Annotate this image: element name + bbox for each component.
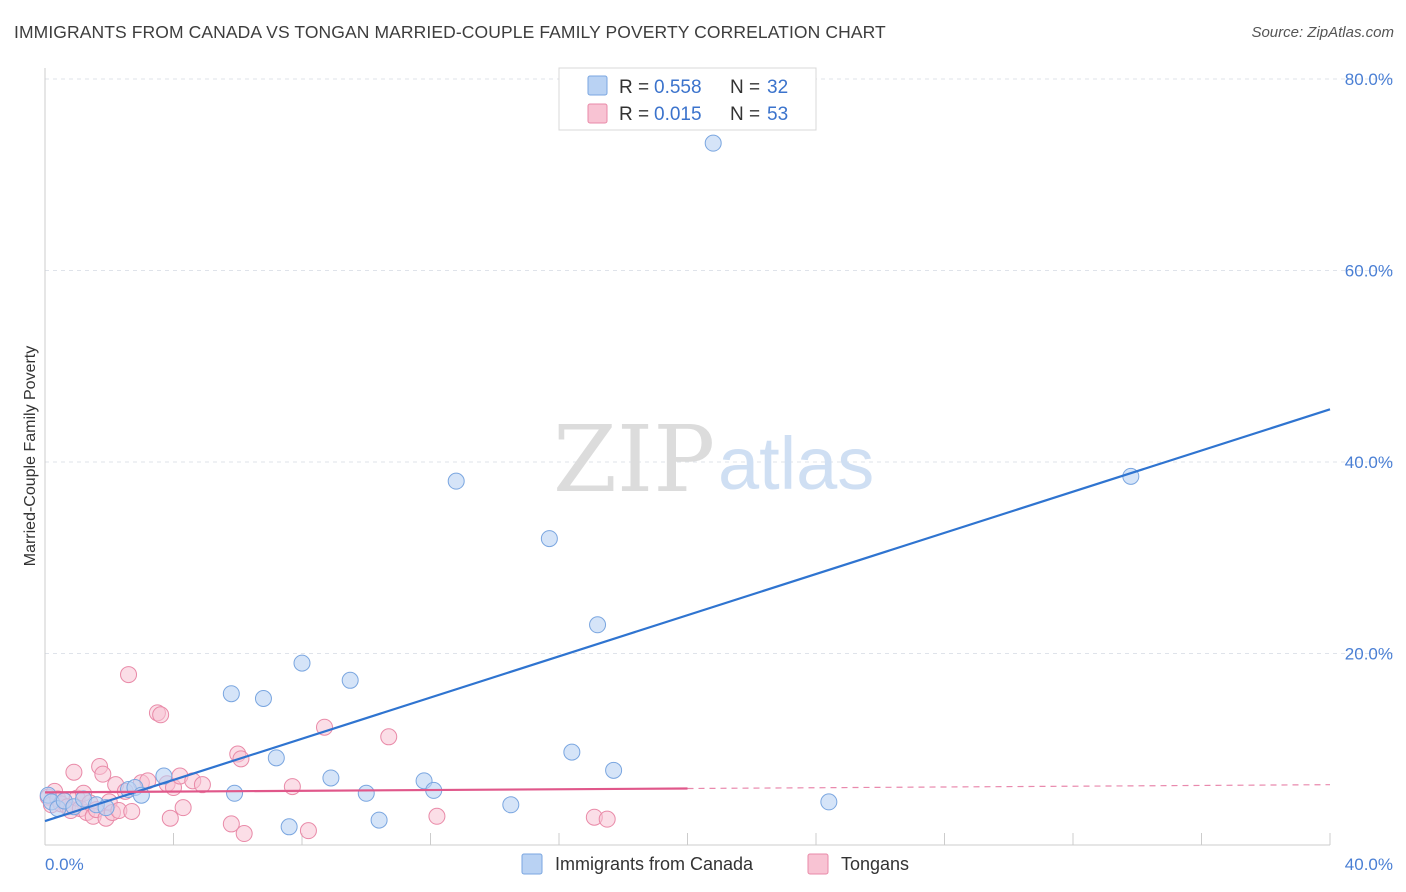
tongans-point xyxy=(161,809,179,827)
tongans-point xyxy=(193,776,211,794)
canada-point xyxy=(370,811,388,829)
tongans-point xyxy=(222,815,240,833)
tongans-point xyxy=(598,810,616,828)
tongans-point xyxy=(283,778,301,796)
canada-point xyxy=(293,654,311,672)
y-tick-label: 20.0% xyxy=(1345,645,1393,664)
canada-point xyxy=(222,685,240,703)
legend-r-value-2: 0.015 xyxy=(654,104,702,125)
series-legend: Immigrants from Canada Tongans xyxy=(521,853,909,875)
legend-pink-swatch xyxy=(587,103,608,124)
canada-point xyxy=(341,671,359,689)
tongans-trend-line xyxy=(44,787,688,794)
canada-point xyxy=(226,784,244,802)
tongans-point xyxy=(428,807,446,825)
watermark-zip: ZIP xyxy=(553,406,715,513)
grid-lines xyxy=(45,78,1393,654)
tongans-point xyxy=(94,765,112,783)
canada-point xyxy=(322,769,340,787)
y-tick-label: 60.0% xyxy=(1345,262,1393,281)
tongans-point xyxy=(120,666,138,684)
legend-n-value-1: 32 xyxy=(767,77,788,98)
tongans-point xyxy=(299,822,317,840)
legend-r-label-1: R = xyxy=(619,77,649,98)
canada-trend-line xyxy=(44,408,1331,823)
canada-point xyxy=(267,749,285,767)
bottom-legend-tongans: Tongans xyxy=(841,854,909,874)
legend-n-label-2: N = xyxy=(730,104,760,125)
chart-title: IMMIGRANTS FROM CANADA VS TONGAN MARRIED… xyxy=(14,22,886,42)
tongans-point xyxy=(123,802,141,820)
x-tick-label: 0.0% xyxy=(45,855,84,874)
canada-point xyxy=(589,616,607,634)
canada-point xyxy=(502,796,520,814)
legend-n-value-2: 53 xyxy=(767,104,788,125)
x-tick-label: 40.0% xyxy=(1345,855,1393,874)
legend-r-label-2: R = xyxy=(619,104,649,125)
axes xyxy=(44,68,1331,846)
y-axis-label: Married-Couple Family Poverty xyxy=(22,346,39,567)
tongans-point xyxy=(235,825,253,843)
bottom-legend-blue-swatch xyxy=(521,853,543,875)
canada-point xyxy=(563,743,581,761)
tongans-point xyxy=(380,728,398,746)
y-tick-label: 40.0% xyxy=(1345,453,1393,472)
tongans-point xyxy=(65,763,83,781)
canada-point xyxy=(820,793,838,811)
tick-labels: 20.0% 40.0% 60.0% 80.0% 0.0% 40.0% xyxy=(45,70,1393,874)
tongans-trend-extension xyxy=(687,784,1331,790)
legend-r-value-1: 0.558 xyxy=(654,77,702,98)
legend-n-label-1: N = xyxy=(730,77,760,98)
trend-lines xyxy=(44,408,1331,823)
canada-point xyxy=(357,784,375,802)
source-label: Source: ZipAtlas.com xyxy=(1251,24,1394,41)
canada-point xyxy=(704,134,722,152)
stats-legend: R = 0.558 N = 32 R = 0.015 N = 53 xyxy=(558,67,817,131)
bottom-legend-pink-swatch xyxy=(807,853,829,875)
canada-point xyxy=(254,690,272,708)
y-tick-label: 80.0% xyxy=(1345,70,1393,89)
bottom-legend-canada: Immigrants from Canada xyxy=(555,854,754,874)
canada-point xyxy=(605,761,623,779)
legend-blue-swatch xyxy=(587,75,608,96)
canada-point xyxy=(280,818,298,836)
watermark-atlas: atlas xyxy=(718,422,874,505)
canada-point xyxy=(540,530,558,548)
canada-points xyxy=(39,134,1140,836)
tongans-points xyxy=(39,666,616,843)
canada-point xyxy=(447,472,465,490)
tongans-point xyxy=(174,799,192,817)
tongans-point xyxy=(152,706,170,724)
